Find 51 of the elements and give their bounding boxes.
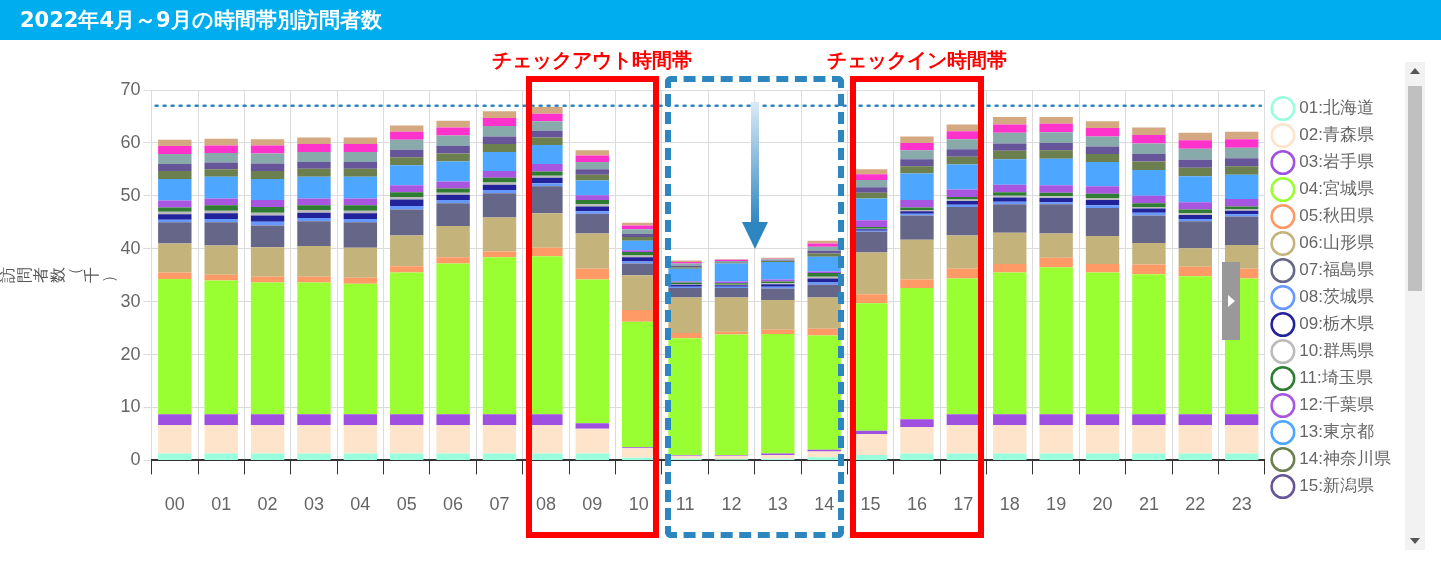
x-tick-label: 09	[582, 494, 603, 515]
x-tick-label: 02	[257, 494, 278, 515]
legend-label: 07:福島県	[1299, 260, 1375, 280]
legend-label: 06:山形県	[1299, 233, 1375, 253]
x-tick-label: 06	[443, 494, 464, 515]
x-tick-label: 15	[860, 494, 881, 515]
x-tick-label: 17	[953, 494, 974, 515]
x-tick-label: 21	[1138, 494, 1159, 515]
x-tick-label: 22	[1185, 494, 1206, 515]
legend-label: 15:新潟県	[1299, 476, 1375, 496]
x-tick-label: 11	[675, 494, 695, 515]
x-tick-label: 20	[1092, 494, 1113, 515]
legend-label: 10:群馬県	[1299, 341, 1375, 361]
text: チェックイン時間帯	[826, 48, 1007, 73]
x-tick-label: 04	[350, 494, 371, 515]
y-tick-label: 30	[120, 290, 141, 311]
x-tick-label: 14	[814, 494, 835, 515]
y-tick-label: 40	[120, 237, 141, 258]
y-tick-label: 0	[130, 449, 141, 470]
legend-label: 11:埼玉県	[1299, 368, 1373, 388]
x-tick-label: 03	[303, 494, 324, 515]
text: チェックアウト時間帯	[492, 48, 693, 73]
legend-label: 02:青森県	[1299, 125, 1375, 145]
legend-label: 01:北海道	[1299, 98, 1375, 118]
x-tick-label: 08	[535, 494, 556, 515]
x-tick-label: 16	[906, 494, 927, 515]
legend-label: 05:秋田県	[1299, 206, 1375, 226]
chart-title: 2022年4月～9月の時間帯別訪問者数	[0, 0, 1441, 40]
legend-label: 12:千葉県	[1299, 395, 1375, 415]
y-axis-title: 訪問者数（千）	[0, 267, 117, 284]
x-tick-label: 19	[1046, 494, 1067, 515]
y-tick-label: 10	[120, 396, 141, 417]
legend-label: 08:茨城県	[1299, 287, 1375, 307]
y-tick-label: 50	[120, 184, 141, 205]
x-tick-label: 13	[767, 494, 788, 515]
legend-label: 04:宮城県	[1299, 179, 1375, 199]
x-tick-label: 23	[1231, 494, 1252, 515]
x-tick-label: 05	[396, 494, 417, 515]
x-tick-label: 12	[721, 494, 742, 515]
x-tick-label: 18	[999, 494, 1020, 515]
x-tick-label: 07	[489, 494, 510, 515]
y-tick-label: 70	[120, 78, 141, 99]
y-tick-label: 60	[120, 131, 141, 152]
y-tick-label: 20	[120, 343, 141, 364]
x-tick-label: 10	[628, 494, 649, 515]
legend-label: 14:神奈川県	[1299, 449, 1392, 469]
legend-label: 03:岩手県	[1299, 152, 1375, 172]
x-tick-label: 01	[211, 494, 232, 515]
x-tick-label: 00	[164, 494, 185, 515]
legend-label: 09:栃木県	[1299, 314, 1375, 334]
legend-label: 13:東京都	[1299, 422, 1375, 442]
